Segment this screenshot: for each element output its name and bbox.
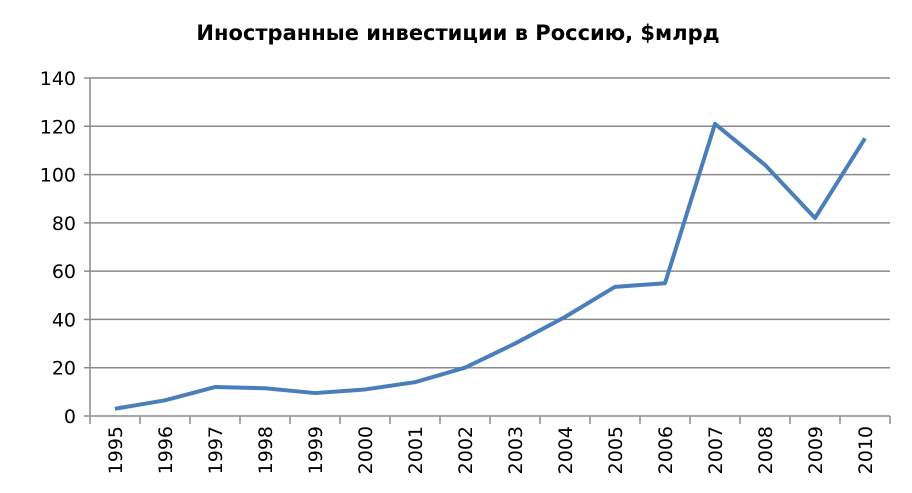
x-tick-label: 2006 [655, 426, 677, 474]
y-tick-label: 20 [52, 358, 76, 380]
x-tick-label: 2005 [605, 426, 627, 474]
y-tick-label: 40 [52, 309, 76, 331]
x-tick-label: 1998 [255, 426, 277, 474]
x-tick-label: 2000 [355, 426, 377, 474]
x-tick-label: 1995 [105, 426, 127, 474]
x-tick-label: 2007 [705, 426, 727, 474]
y-tick-label: 0 [64, 406, 76, 428]
x-tick-label: 1997 [205, 426, 227, 474]
x-tick-label: 2009 [805, 426, 827, 474]
x-tick-label: 2001 [405, 426, 427, 474]
x-tick-label: 2004 [555, 426, 577, 474]
y-tick-label: 100 [40, 165, 76, 187]
y-tick-label: 140 [40, 68, 76, 90]
x-tick-label: 2010 [855, 426, 877, 474]
y-tick-label: 80 [52, 213, 76, 235]
x-tick-label: 2003 [505, 426, 527, 474]
x-tick-label: 1999 [305, 426, 327, 474]
y-tick-label: 60 [52, 261, 76, 283]
data-line [114, 121, 867, 411]
x-tick-label: 2002 [455, 426, 477, 474]
x-tick-label: 2008 [755, 426, 777, 474]
x-tick-label: 1996 [155, 426, 177, 474]
chart-title: Иностранные инвестиции в Россию, $млрд [196, 21, 719, 45]
y-tick-label: 120 [40, 116, 76, 138]
